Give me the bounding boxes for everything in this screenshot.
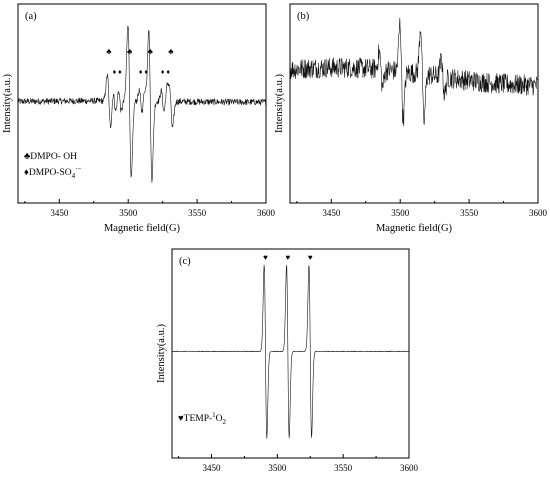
peak-marker: ♣	[168, 47, 174, 56]
x-tick-label: 3500	[391, 208, 410, 218]
legend-entry: ♦DMPO-SO4·−	[24, 165, 81, 180]
peak-marker: ♦	[118, 68, 122, 76]
x-tick-label: 3600	[529, 208, 548, 218]
peak-marker: ♣	[106, 47, 112, 56]
panel-label: (c)	[179, 256, 191, 267]
legend-entry: ♥TEMP-1O2	[178, 411, 227, 426]
panel-1: 3450 3500 3550 3600 Magnetic field(G) Intensi…	[274, 3, 548, 234]
spectrum-line	[17, 25, 267, 183]
x-tick-label: 3450	[50, 208, 69, 218]
peak-marker: ♦	[139, 68, 143, 76]
x-tick-label: 3550	[460, 208, 479, 218]
y-axis-label: Intensity(a.u.)	[2, 74, 13, 133]
peak-marker: ♥	[285, 253, 290, 262]
x-tick-label: 3500	[268, 463, 287, 473]
x-axis-label: Magnetic field(G)	[376, 223, 453, 234]
panel-label: (a)	[25, 11, 37, 22]
y-axis-label: Intensity(a.u.)	[156, 324, 167, 383]
peak-marker: ♥	[308, 253, 313, 262]
plot-frame	[289, 3, 539, 204]
y-axis-label: Intensity(a.u.)	[274, 74, 285, 133]
peak-marker: ♦	[113, 68, 117, 76]
plot-frame	[171, 248, 410, 459]
panel-label: (b)	[297, 11, 310, 22]
peak-marker: ♦	[166, 68, 170, 76]
plot-frame	[17, 3, 267, 204]
x-tick-label: 3600	[257, 208, 276, 218]
peak-marker: ♦	[161, 68, 165, 76]
x-tick-label: 3600	[400, 463, 419, 473]
spectrum-line	[289, 17, 539, 127]
peak-marker: ♣	[127, 47, 133, 56]
x-tick-label: 3450	[322, 208, 341, 218]
legend-entry: ♣DMPO- OH	[24, 152, 77, 162]
panel-0: 3450 3500 3550 3600 Magnetic field(G) Intensi…	[2, 3, 276, 234]
x-tick-label: 3550	[334, 463, 353, 473]
peak-marker: ♦	[144, 68, 148, 76]
x-tick-label: 3450	[203, 463, 222, 473]
x-tick-label: 3500	[119, 208, 138, 218]
x-axis-label: Magnetic field(G)	[104, 223, 181, 234]
spectrum-line	[171, 264, 410, 439]
x-tick-label: 3550	[188, 208, 207, 218]
peak-marker: ♥	[263, 253, 268, 262]
peak-marker: ♣	[148, 47, 154, 56]
